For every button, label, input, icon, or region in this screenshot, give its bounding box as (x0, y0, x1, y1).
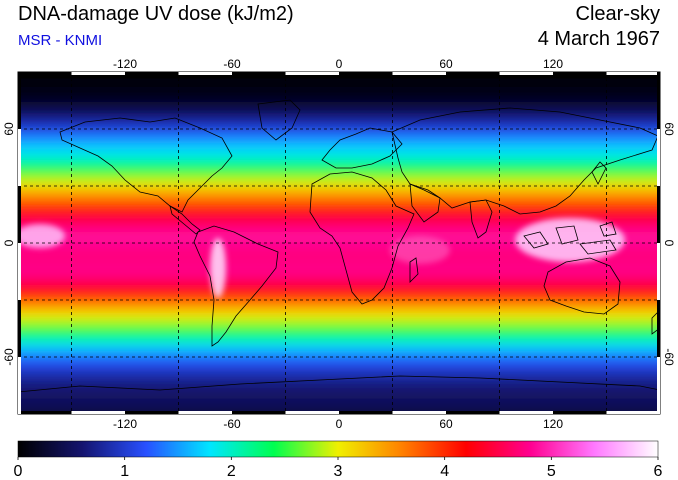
colorbar-tick-label: 3 (334, 463, 343, 480)
lat-tick-label: 0 (662, 240, 676, 247)
uv-field (18, 72, 660, 414)
map-title: DNA-damage UV dose (kJ/m2) (18, 3, 294, 25)
sky-condition-label: Clear-sky (575, 3, 660, 25)
lon-tick-label: -120 (113, 57, 137, 71)
lat-tick-label: 60 (2, 122, 16, 136)
lat-tick-label: -60 (2, 348, 16, 366)
latitude-labels-right: 60 0 -60 (662, 122, 676, 366)
lat-tick-label: 0 (2, 239, 16, 246)
andes-hotspot (210, 238, 226, 298)
uv-dose-map: -120 -60 0 60 120 -120 -60 0 60 120 60 0 -60 60 0 -6… (2, 57, 676, 430)
map-border-ticks (18, 72, 660, 414)
source-label: MSR - KNMI (18, 32, 103, 49)
colorbar-tick-label: 2 (227, 463, 236, 480)
lon-tick-label: 120 (543, 417, 563, 430)
lon-tick-label: -60 (223, 417, 241, 430)
lon-tick-label: -60 (223, 57, 241, 71)
indonesia-hotspot (515, 218, 625, 262)
lon-tick-label: 0 (336, 417, 343, 430)
longitude-labels-bottom: -120 -60 0 60 120 (113, 417, 563, 430)
latitude-labels-left: 60 0 -60 (2, 122, 16, 366)
coastlines (18, 99, 660, 393)
lon-tick-label: 120 (543, 57, 563, 71)
longitude-labels-top: -120 -60 0 60 120 (113, 57, 563, 71)
colorbar-gradient (17, 440, 659, 458)
lon-tick-label: 0 (336, 57, 343, 71)
graticule (18, 72, 660, 414)
date-label: 4 March 1967 (537, 28, 660, 50)
colorbar-tick-label: 4 (440, 463, 449, 480)
colorbar-tick-labels: 0 1 2 3 4 5 6 (14, 457, 663, 480)
colorbar-tick-label: 6 (654, 463, 663, 480)
africa-hotspot (390, 236, 450, 264)
lon-tick-label: 60 (439, 417, 453, 430)
lon-tick-label: 60 (439, 57, 453, 71)
colorbar-tick-label: 5 (547, 463, 556, 480)
colorbar-tick-label: 1 (120, 463, 129, 480)
lat-tick-label: 60 (662, 122, 676, 136)
lon-tick-label: -120 (113, 417, 137, 430)
lat-tick-label: -60 (662, 348, 676, 366)
colorbar-tick-label: 0 (14, 463, 23, 480)
pacific-hotspot (18, 224, 65, 248)
